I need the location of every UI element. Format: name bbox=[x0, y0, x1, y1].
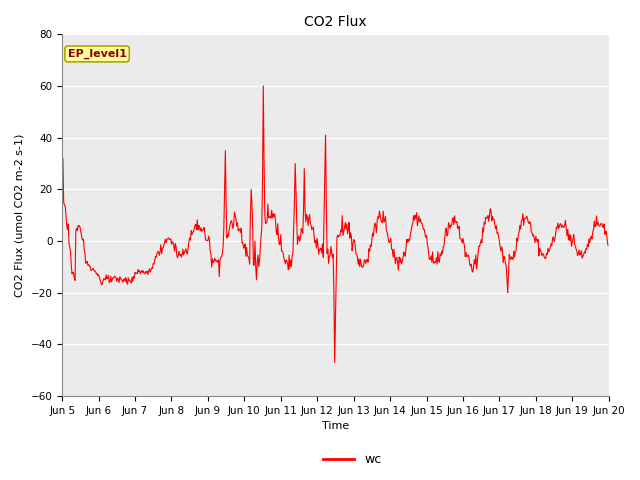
Text: EP_level1: EP_level1 bbox=[68, 49, 127, 59]
Legend: wc: wc bbox=[317, 448, 387, 471]
Y-axis label: CO2 Flux (umol CO2 m-2 s-1): CO2 Flux (umol CO2 m-2 s-1) bbox=[15, 133, 25, 297]
Title: CO2 Flux: CO2 Flux bbox=[304, 15, 367, 29]
X-axis label: Time: Time bbox=[322, 421, 349, 432]
